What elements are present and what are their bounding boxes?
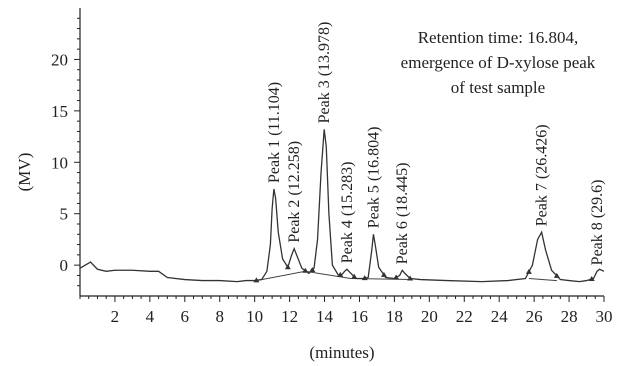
annotation-box: Retention time: 16.804, emergence of D-x…	[401, 28, 596, 97]
peak-labels: Peak 1 (11.104)Peak 2 (12.258) Peak 3 (13…	[266, 22, 606, 266]
x-tick-label: 10	[246, 307, 263, 326]
peak-markers	[253, 264, 595, 283]
annotation-line-2: emergence of D-xylose peak	[401, 53, 596, 72]
x-tick-label: 20	[421, 307, 438, 326]
peak-boundary-marker	[393, 274, 400, 280]
chromatogram-trace	[79, 129, 605, 283]
x-tick-label: 18	[386, 307, 403, 326]
annotation-line-3: of test sample	[451, 78, 545, 97]
peak-label: Peak 7 (26.426)	[534, 124, 551, 226]
peak-boundary-marker	[351, 273, 358, 279]
y-tick-label: 5	[60, 205, 69, 224]
x-tick-label: 24	[491, 307, 509, 326]
x-tick-label: 22	[456, 307, 473, 326]
peak-boundary-marker	[284, 264, 291, 270]
peak-label: Peak 3 (13.978)	[316, 22, 333, 124]
y-tick-label: 0	[60, 256, 69, 275]
peak-label: Peak 2 (12.258)	[286, 141, 303, 243]
x-tick-label: 16	[351, 307, 368, 326]
peak-label: Peak 4 (15.283)	[339, 161, 356, 263]
x-tick-label: 12	[281, 307, 298, 326]
peak-boundary-marker	[525, 268, 532, 274]
y-axis-ticks: 0 5 10 15 20	[51, 17, 80, 287]
y-tick-label: 10	[51, 153, 68, 172]
peak-label: Peak 5 (16.804)	[366, 127, 383, 229]
baseline-layer	[256, 270, 557, 282]
x-tick-label: 8	[215, 307, 224, 326]
peak-boundary-marker	[253, 277, 260, 283]
x-tick-label: 4	[146, 307, 155, 326]
x-tick-label: 28	[561, 307, 578, 326]
peak-boundary-marker	[337, 271, 344, 277]
x-tick-label: 30	[596, 307, 613, 326]
peak-boundary-marker	[380, 271, 387, 277]
y-axis-title: (MV)	[15, 153, 34, 192]
peak-boundary-marker	[361, 275, 368, 281]
peak-boundary-marker	[309, 266, 316, 272]
annotation-line-1: Retention time: 16.804,	[418, 28, 579, 47]
x-tick-label: 2	[111, 307, 120, 326]
integration-baseline	[256, 270, 412, 282]
x-axis-title: (minutes)	[309, 343, 374, 362]
peak-boundary-marker	[302, 267, 309, 273]
x-tick-label: 6	[181, 307, 190, 326]
x-tick-label: 26	[526, 307, 543, 326]
trace-layer	[79, 129, 605, 283]
peak-boundary-marker	[588, 276, 595, 282]
peak-label: Peak 1 (11.104)	[266, 82, 283, 183]
x-tick-label: 14	[316, 307, 334, 326]
peak-label: Peak 6 (18.445)	[394, 163, 411, 265]
peak-label: Peak 8 (29.6)	[589, 180, 606, 266]
integration-baseline	[528, 278, 557, 282]
y-tick-label: 20	[51, 50, 68, 69]
peak-boundary-marker	[407, 275, 414, 281]
peak-boundary-marker	[553, 272, 560, 278]
x-axis-ticks: 2 4 6 8 10 12 14 16 18 20 22 24 26 28 30	[79, 296, 613, 326]
y-tick-label: 15	[51, 102, 68, 121]
